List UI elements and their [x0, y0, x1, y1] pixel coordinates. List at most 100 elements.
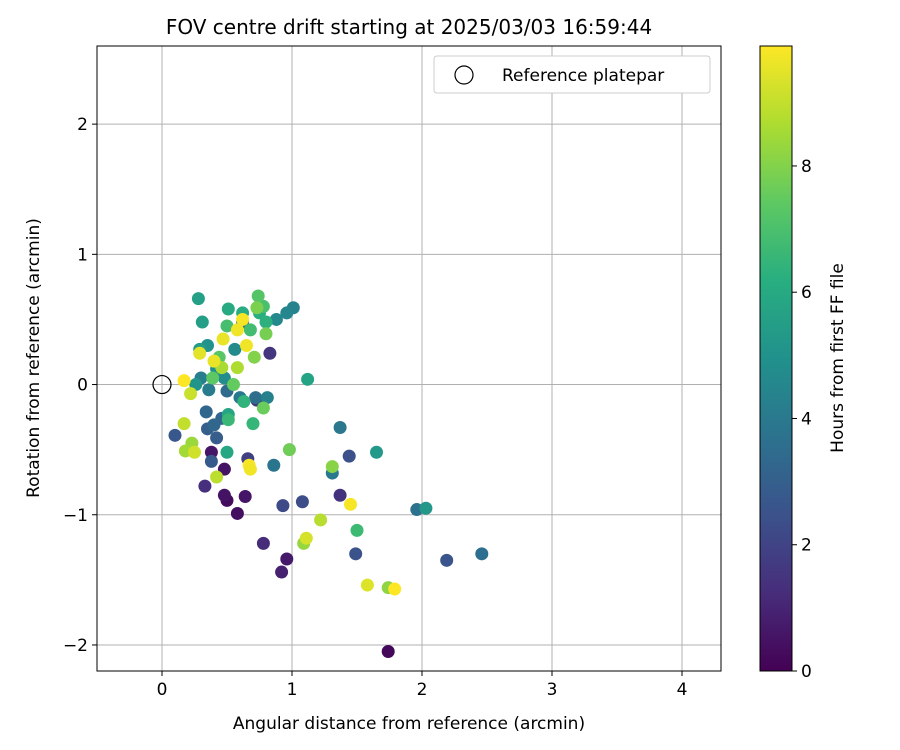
- data-point: [199, 405, 213, 419]
- y-tick-label: 1: [77, 245, 88, 265]
- y-tick-label: 2: [77, 115, 88, 135]
- data-point: [198, 479, 212, 493]
- data-point: [206, 371, 220, 385]
- colorbar-tick-label: 6: [801, 283, 812, 303]
- grid-lines: [97, 46, 721, 671]
- data-point: [350, 523, 364, 537]
- y-axis-ticks: −2 −1 0 1 2: [63, 115, 97, 656]
- data-point: [210, 470, 224, 484]
- legend-entry-label: Reference platepar: [502, 66, 664, 86]
- data-point: [230, 506, 244, 520]
- data-point: [236, 312, 250, 326]
- data-point: [220, 445, 234, 459]
- data-point: [207, 418, 221, 432]
- data-point: [240, 338, 253, 352]
- data-point: [349, 547, 363, 561]
- data-point: [188, 445, 201, 459]
- data-point: [195, 315, 209, 329]
- data-point: [256, 536, 270, 550]
- plot-frame: [96, 45, 722, 672]
- data-point: [247, 350, 261, 364]
- data-point: [207, 354, 221, 368]
- colorbar: 0 2 4 6 8 Hours from first FF file: [759, 45, 848, 682]
- data-point: [381, 644, 395, 658]
- data-point: [314, 513, 328, 527]
- colorbar-label: Hours from first FF file: [828, 263, 848, 453]
- x-axis-ticks: 0 1 2 3 4: [157, 671, 688, 700]
- data-point: [342, 449, 356, 463]
- data-point: [333, 488, 347, 502]
- data-point: [280, 306, 294, 320]
- colorbar-tick-label: 4: [801, 409, 812, 429]
- x-tick-label: 2: [417, 680, 428, 700]
- data-point: [275, 565, 289, 579]
- data-point: [191, 292, 205, 306]
- data-point: [246, 417, 260, 431]
- data-point: [237, 394, 251, 408]
- data-point: [295, 495, 309, 509]
- data-point: [388, 582, 402, 596]
- data-point: [370, 445, 383, 459]
- data-point: [250, 301, 264, 315]
- data-point: [267, 458, 281, 472]
- data-point: [177, 417, 191, 431]
- data-point: [177, 374, 191, 388]
- data-point: [204, 445, 218, 459]
- data-point: [204, 454, 218, 468]
- data-point: [282, 443, 296, 457]
- x-tick-label: 0: [157, 680, 168, 700]
- data-point: [227, 378, 240, 392]
- data-point: [249, 391, 263, 405]
- data-point: [259, 327, 273, 341]
- data-point: [230, 361, 244, 375]
- data-point: [243, 323, 257, 337]
- x-axis-label: Angular distance from reference (arcmin): [233, 714, 585, 734]
- data-point: [299, 531, 313, 545]
- data-point: [243, 462, 257, 476]
- data-point: [360, 578, 374, 592]
- x-tick-label: 1: [287, 680, 298, 700]
- data-point: [276, 499, 290, 513]
- colorbar-ticks: 0 2 4 6 8: [792, 157, 812, 682]
- data-point: [259, 315, 273, 329]
- legend-box: [433, 55, 711, 94]
- data-point: [419, 501, 433, 515]
- data-point: [333, 421, 347, 435]
- data-point: [193, 346, 207, 360]
- x-tick-label: 4: [677, 680, 688, 700]
- data-point: [221, 302, 235, 316]
- data-point: [440, 553, 454, 567]
- colorbar-gradient: [759, 45, 793, 672]
- data-points: [168, 289, 489, 658]
- data-point: [202, 383, 216, 397]
- data-point: [301, 372, 315, 386]
- data-point: [184, 387, 198, 401]
- data-point: [238, 490, 252, 504]
- y-tick-label: −2: [63, 636, 88, 656]
- data-point: [256, 401, 270, 415]
- data-point: [221, 413, 235, 427]
- legend-marker-icon: [454, 65, 474, 85]
- data-point: [217, 488, 231, 502]
- y-axis-label: Rotation from reference (arcmin): [24, 218, 44, 498]
- data-point: [230, 323, 244, 337]
- data-point: [228, 342, 242, 356]
- data-point: [344, 497, 357, 511]
- data-point: [280, 552, 294, 566]
- data-point: [216, 332, 230, 346]
- colorbar-tick-label: 8: [801, 157, 812, 177]
- data-point: [220, 319, 234, 333]
- colorbar-tick-label: 2: [801, 536, 812, 556]
- data-point: [217, 371, 231, 385]
- data-point: [251, 289, 265, 303]
- data-point: [168, 428, 182, 442]
- data-point: [475, 547, 489, 561]
- data-point: [325, 460, 339, 474]
- x-tick-label: 3: [547, 680, 558, 700]
- y-tick-label: 0: [77, 376, 88, 396]
- y-tick-label: −1: [63, 506, 88, 526]
- legend: Reference platepar: [433, 55, 711, 94]
- chart-title: FOV centre drift starting at 2025/03/03 …: [166, 15, 652, 39]
